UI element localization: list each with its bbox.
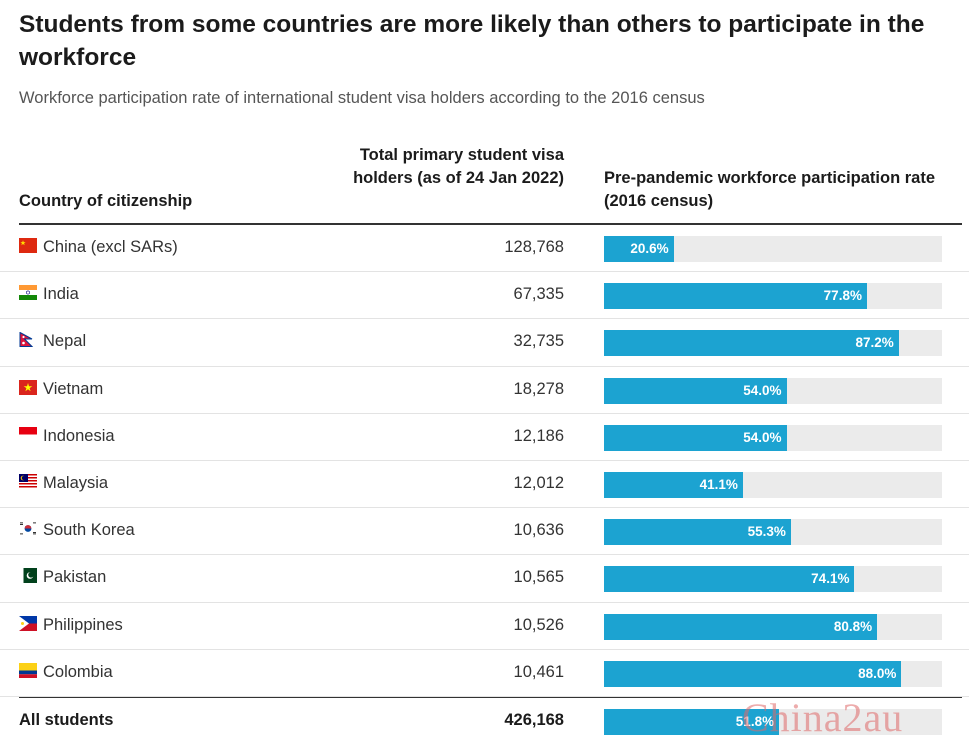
table-row: Indonesia 12,186 54.0% <box>0 414 969 461</box>
bar-track: 54.0% <box>604 377 942 404</box>
bar-value-label: 54.0% <box>743 429 782 445</box>
country-name: Malaysia <box>43 473 109 492</box>
bar-value-label: 74.1% <box>811 571 850 587</box>
visa-holders-value: 67,335 <box>513 285 564 304</box>
table-row: Nepal 32,735 87.2% <box>0 319 969 367</box>
participation-bar: 20.6% <box>604 236 674 262</box>
country-name: China (excl SARs) <box>43 238 178 256</box>
india-flag-icon <box>19 285 37 301</box>
visa-holders-value: 12,012 <box>513 473 564 492</box>
participation-bar: 87.2% <box>604 330 899 357</box>
participation-bar: 80.8% <box>604 613 878 640</box>
bar-track: 77.8% <box>604 283 942 310</box>
bar-value-label: 88.0% <box>858 665 897 681</box>
participation-bar: 88.0% <box>604 660 902 687</box>
visa-holders-value: 10,461 <box>513 662 564 681</box>
table-body: China (excl SARs) 128,768 20.6% India 67,335… <box>0 225 969 697</box>
visa-holders-value: 12,186 <box>513 426 564 445</box>
total-divider <box>19 697 962 698</box>
table-row: Pakistan 10,565 74.1% <box>0 555 969 603</box>
table-row: Malaysia 12,012 41.1% <box>0 461 969 509</box>
bar-value-label: 20.6% <box>630 241 669 256</box>
bar-track: 55.3% <box>604 519 942 546</box>
bar-value-label: 77.8% <box>823 288 862 304</box>
bar-track: 54.0% <box>604 424 942 451</box>
table-row: Philippines 10,526 80.8% <box>0 603 969 650</box>
total-label: All students <box>19 711 114 729</box>
column-header-country: Country of citizenship <box>19 192 193 210</box>
vietnam-flag-icon <box>19 379 37 395</box>
total-bar-label: 51.8% <box>735 714 775 729</box>
visa-holders-value: 128,768 <box>504 238 564 256</box>
participation-bar: 77.8% <box>604 283 867 310</box>
bar-track: 87.2% <box>604 330 942 357</box>
country-name: India <box>43 285 79 304</box>
total-bar: 51.8% <box>604 709 780 735</box>
south-korea-flag-icon <box>19 521 37 537</box>
country-name: Vietnam <box>43 379 104 398</box>
table-row: Vietnam 18,278 54.0% <box>0 367 969 414</box>
table-row: South Korea 10,636 55.3% <box>0 508 969 556</box>
bar-track: 80.8% <box>604 613 942 640</box>
country-name: Pakistan <box>43 568 107 587</box>
participation-bar: 55.3% <box>604 519 791 546</box>
chart-subtitle: Workforce participation rate of internat… <box>19 89 705 107</box>
bar-value-label: 54.0% <box>743 382 782 398</box>
column-header-participation-rate: Pre-pandemic workforce participation rat… <box>604 169 936 210</box>
visa-holders-value: 10,526 <box>513 615 564 634</box>
indonesia-flag-icon <box>19 426 37 442</box>
bar-value-label: 55.3% <box>747 524 786 540</box>
country-name: Philippines <box>43 615 123 634</box>
philippines-flag-icon <box>19 615 37 631</box>
bar-track: 74.1% <box>604 566 942 593</box>
participation-bar: 41.1% <box>604 471 743 498</box>
table-row: India 67,335 77.8% <box>0 272 969 320</box>
total-row: All students 426,168 51.8% <box>0 698 969 745</box>
visa-holders-value: 10,636 <box>513 521 564 540</box>
malaysia-flag-icon <box>19 473 37 489</box>
pakistan-flag-icon <box>19 568 37 584</box>
nepal-flag-icon <box>19 332 37 348</box>
bar-track: 88.0% <box>604 660 942 687</box>
column-header-visa-holders: Total primary student visa holders (as o… <box>353 146 564 187</box>
china-flag-icon <box>19 238 37 253</box>
bar-value-label: 87.2% <box>855 335 894 351</box>
country-name: South Korea <box>43 521 135 540</box>
country-name: Colombia <box>43 662 113 681</box>
bar-value-label: 80.8% <box>833 618 873 634</box>
total-visa-holders: 426,168 <box>504 711 564 729</box>
visa-holders-value: 32,735 <box>513 332 564 351</box>
participation-bar: 54.0% <box>604 377 787 404</box>
table-row: China (excl SARs) 128,768 20.6% <box>0 225 969 273</box>
bar-value-label: 41.1% <box>699 476 738 492</box>
header-divider <box>19 223 962 225</box>
table-row: Colombia 10,461 88.0% <box>0 650 969 697</box>
country-name: Nepal <box>43 332 87 351</box>
visa-holders-value: 18,278 <box>513 379 564 398</box>
total-bar-track: 51.8% <box>604 709 942 735</box>
visa-holders-value: 10,565 <box>513 568 564 587</box>
bar-track: 20.6% <box>604 236 942 262</box>
participation-bar: 54.0% <box>604 424 787 451</box>
country-name: Indonesia <box>43 426 115 445</box>
watermark-logo: China2au <box>742 695 904 740</box>
chart-title: Students from some countries are more li… <box>19 11 925 71</box>
colombia-flag-icon <box>19 662 37 678</box>
bar-track: 41.1% <box>604 471 942 498</box>
participation-bar: 74.1% <box>604 566 855 593</box>
